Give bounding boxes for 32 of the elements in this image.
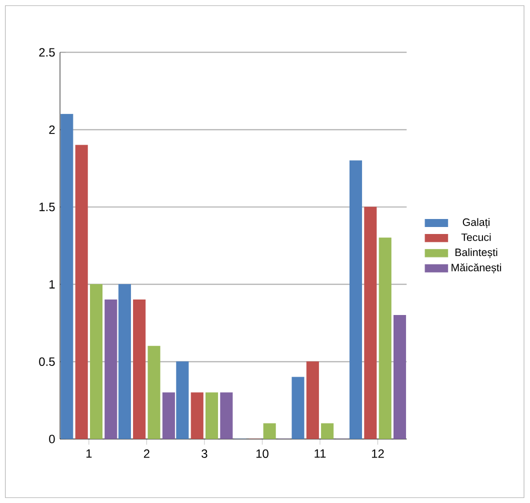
bar [75,144,88,439]
y-tick-label: 0.5 [39,357,55,366]
y-tick-label: 1.5 [40,202,55,212]
bar [263,423,276,439]
bar [60,114,74,439]
x-tick-label: 1 [86,449,92,458]
bar [321,423,334,439]
y-tick-label: 1 [50,280,55,288]
bar [206,392,218,439]
bar [364,206,377,439]
bar [90,284,102,439]
bar [148,346,160,439]
bar [133,300,146,439]
bar [306,361,319,439]
x-tick-label: 10 [256,449,268,458]
x-tick-label: 2 [144,449,150,458]
y-tick-label: 2 [49,125,55,134]
x-tick-label: 11 [314,449,326,458]
bar [292,376,304,439]
legend-label: Balintești [455,248,498,258]
legend-label: Galați [462,218,490,228]
y-tick-label: 0 [49,434,55,444]
bar [118,284,131,439]
x-tick-label: 12 [372,449,384,458]
bar [176,361,189,439]
y-tick-label: 2.5 [39,48,55,57]
legend-label: Tecuci [461,233,491,242]
bar [190,392,204,439]
bar [378,238,392,439]
legend-label: Măicănești [452,263,502,274]
bar [350,160,362,439]
x-tick-label: 3 [202,449,208,458]
